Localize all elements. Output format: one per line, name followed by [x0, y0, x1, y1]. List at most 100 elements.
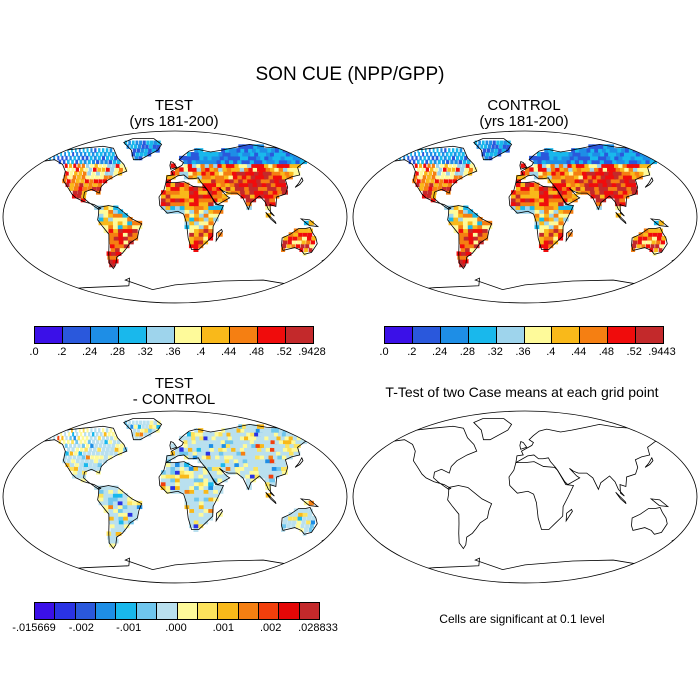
grid-cell	[103, 152, 107, 157]
grid-cell	[203, 497, 210, 502]
grid-cell	[544, 148, 550, 153]
grid-cell	[601, 148, 609, 153]
grid-cell	[250, 197, 257, 203]
grid-cell	[282, 167, 290, 172]
grid-cell	[449, 174, 454, 180]
grid-cell	[95, 432, 99, 437]
grid-cell	[179, 197, 186, 203]
grid-cell	[605, 148, 613, 153]
coastline	[389, 425, 478, 490]
grid-cell	[427, 174, 431, 180]
grid-cell	[84, 167, 88, 172]
grid-cell	[117, 213, 124, 218]
grid-cell	[189, 481, 195, 487]
grid-cell	[221, 474, 228, 479]
grid-cell	[458, 217, 464, 222]
grid-cell	[109, 239, 116, 245]
grid-cell	[184, 201, 190, 207]
grid-cell	[289, 163, 297, 168]
grid-cell	[183, 155, 189, 161]
grid-cell	[204, 443, 211, 448]
grid-cell	[203, 481, 209, 487]
grid-cell	[235, 447, 242, 452]
grid-cell	[209, 447, 216, 452]
grid-cell	[249, 144, 257, 149]
grid-cell	[175, 462, 181, 468]
grid-cell	[567, 197, 573, 203]
grid-cell	[605, 163, 612, 168]
grid-cell	[520, 201, 526, 207]
grid-cell	[425, 178, 430, 184]
grid-cell	[112, 220, 119, 226]
grid-cell	[645, 159, 653, 165]
coastline	[281, 227, 318, 255]
grid-cell	[91, 159, 96, 165]
grid-cell	[175, 466, 181, 471]
grid-cell	[259, 454, 266, 460]
colorbar-tick-label: .28	[109, 346, 126, 358]
grid-cell	[293, 152, 302, 157]
grid-cell	[219, 435, 226, 441]
grid-cell	[207, 470, 214, 475]
grid-cell	[590, 148, 597, 153]
grid-cell	[184, 477, 190, 483]
grid-cell	[116, 159, 121, 165]
colorbar-tick-label: .24	[81, 346, 98, 358]
grid-cell	[453, 217, 459, 222]
grid-cell	[179, 435, 184, 441]
grid-cell	[501, 148, 506, 153]
grid-cell	[58, 159, 62, 165]
grid-cell	[635, 152, 644, 157]
grid-cell	[243, 182, 250, 188]
grid-cell	[591, 174, 598, 180]
grid-cell	[592, 163, 599, 168]
grid-cell	[248, 155, 255, 161]
grid-cell	[570, 182, 577, 188]
coastline	[615, 211, 627, 224]
grid-cell	[636, 174, 643, 180]
grid-cell	[422, 190, 428, 195]
grid-cell	[553, 201, 559, 207]
grid-cell	[463, 228, 469, 233]
grid-cell	[302, 251, 307, 256]
grid-cell	[265, 447, 273, 452]
grid-cell	[191, 435, 197, 441]
grid-cell	[64, 152, 66, 157]
grid-cell	[529, 167, 535, 172]
grid-cell	[127, 500, 133, 506]
grid-cell	[98, 148, 101, 153]
grid-cell	[189, 197, 195, 203]
grid-cell	[525, 205, 531, 210]
grid-cell	[458, 220, 464, 226]
grid-cell	[66, 458, 71, 464]
grid-cell	[464, 155, 468, 161]
grid-cell	[539, 205, 545, 210]
grid-cell	[644, 148, 653, 153]
grid-cell	[184, 497, 190, 502]
grid-cell	[213, 497, 219, 502]
grid-cell	[415, 155, 418, 161]
grid-cell	[149, 420, 154, 425]
grid-cell	[232, 171, 238, 176]
grid-cell	[107, 255, 114, 260]
figure-title: SON CUE (NPP/GPP)	[255, 64, 445, 85]
grid-cell	[108, 485, 114, 490]
grid-cell	[231, 155, 238, 161]
panel-control-title-line1: CONTROL	[487, 97, 561, 114]
colorbar-tick-label: .001	[212, 622, 235, 634]
grid-cell	[543, 190, 550, 195]
grid-cell	[267, 451, 274, 456]
grid-cell	[515, 194, 521, 199]
grid-cell	[286, 243, 291, 249]
grid-cell	[287, 159, 295, 165]
grid-cell	[627, 152, 636, 157]
grid-cell	[281, 432, 290, 437]
grid-cell	[248, 466, 255, 471]
grid-cell	[90, 443, 94, 448]
grid-cell	[136, 224, 143, 230]
grid-cell	[269, 178, 276, 184]
grid-cell	[64, 443, 68, 448]
grid-cell	[468, 167, 473, 172]
grid-cell	[81, 155, 85, 161]
grid-cell	[548, 224, 555, 230]
